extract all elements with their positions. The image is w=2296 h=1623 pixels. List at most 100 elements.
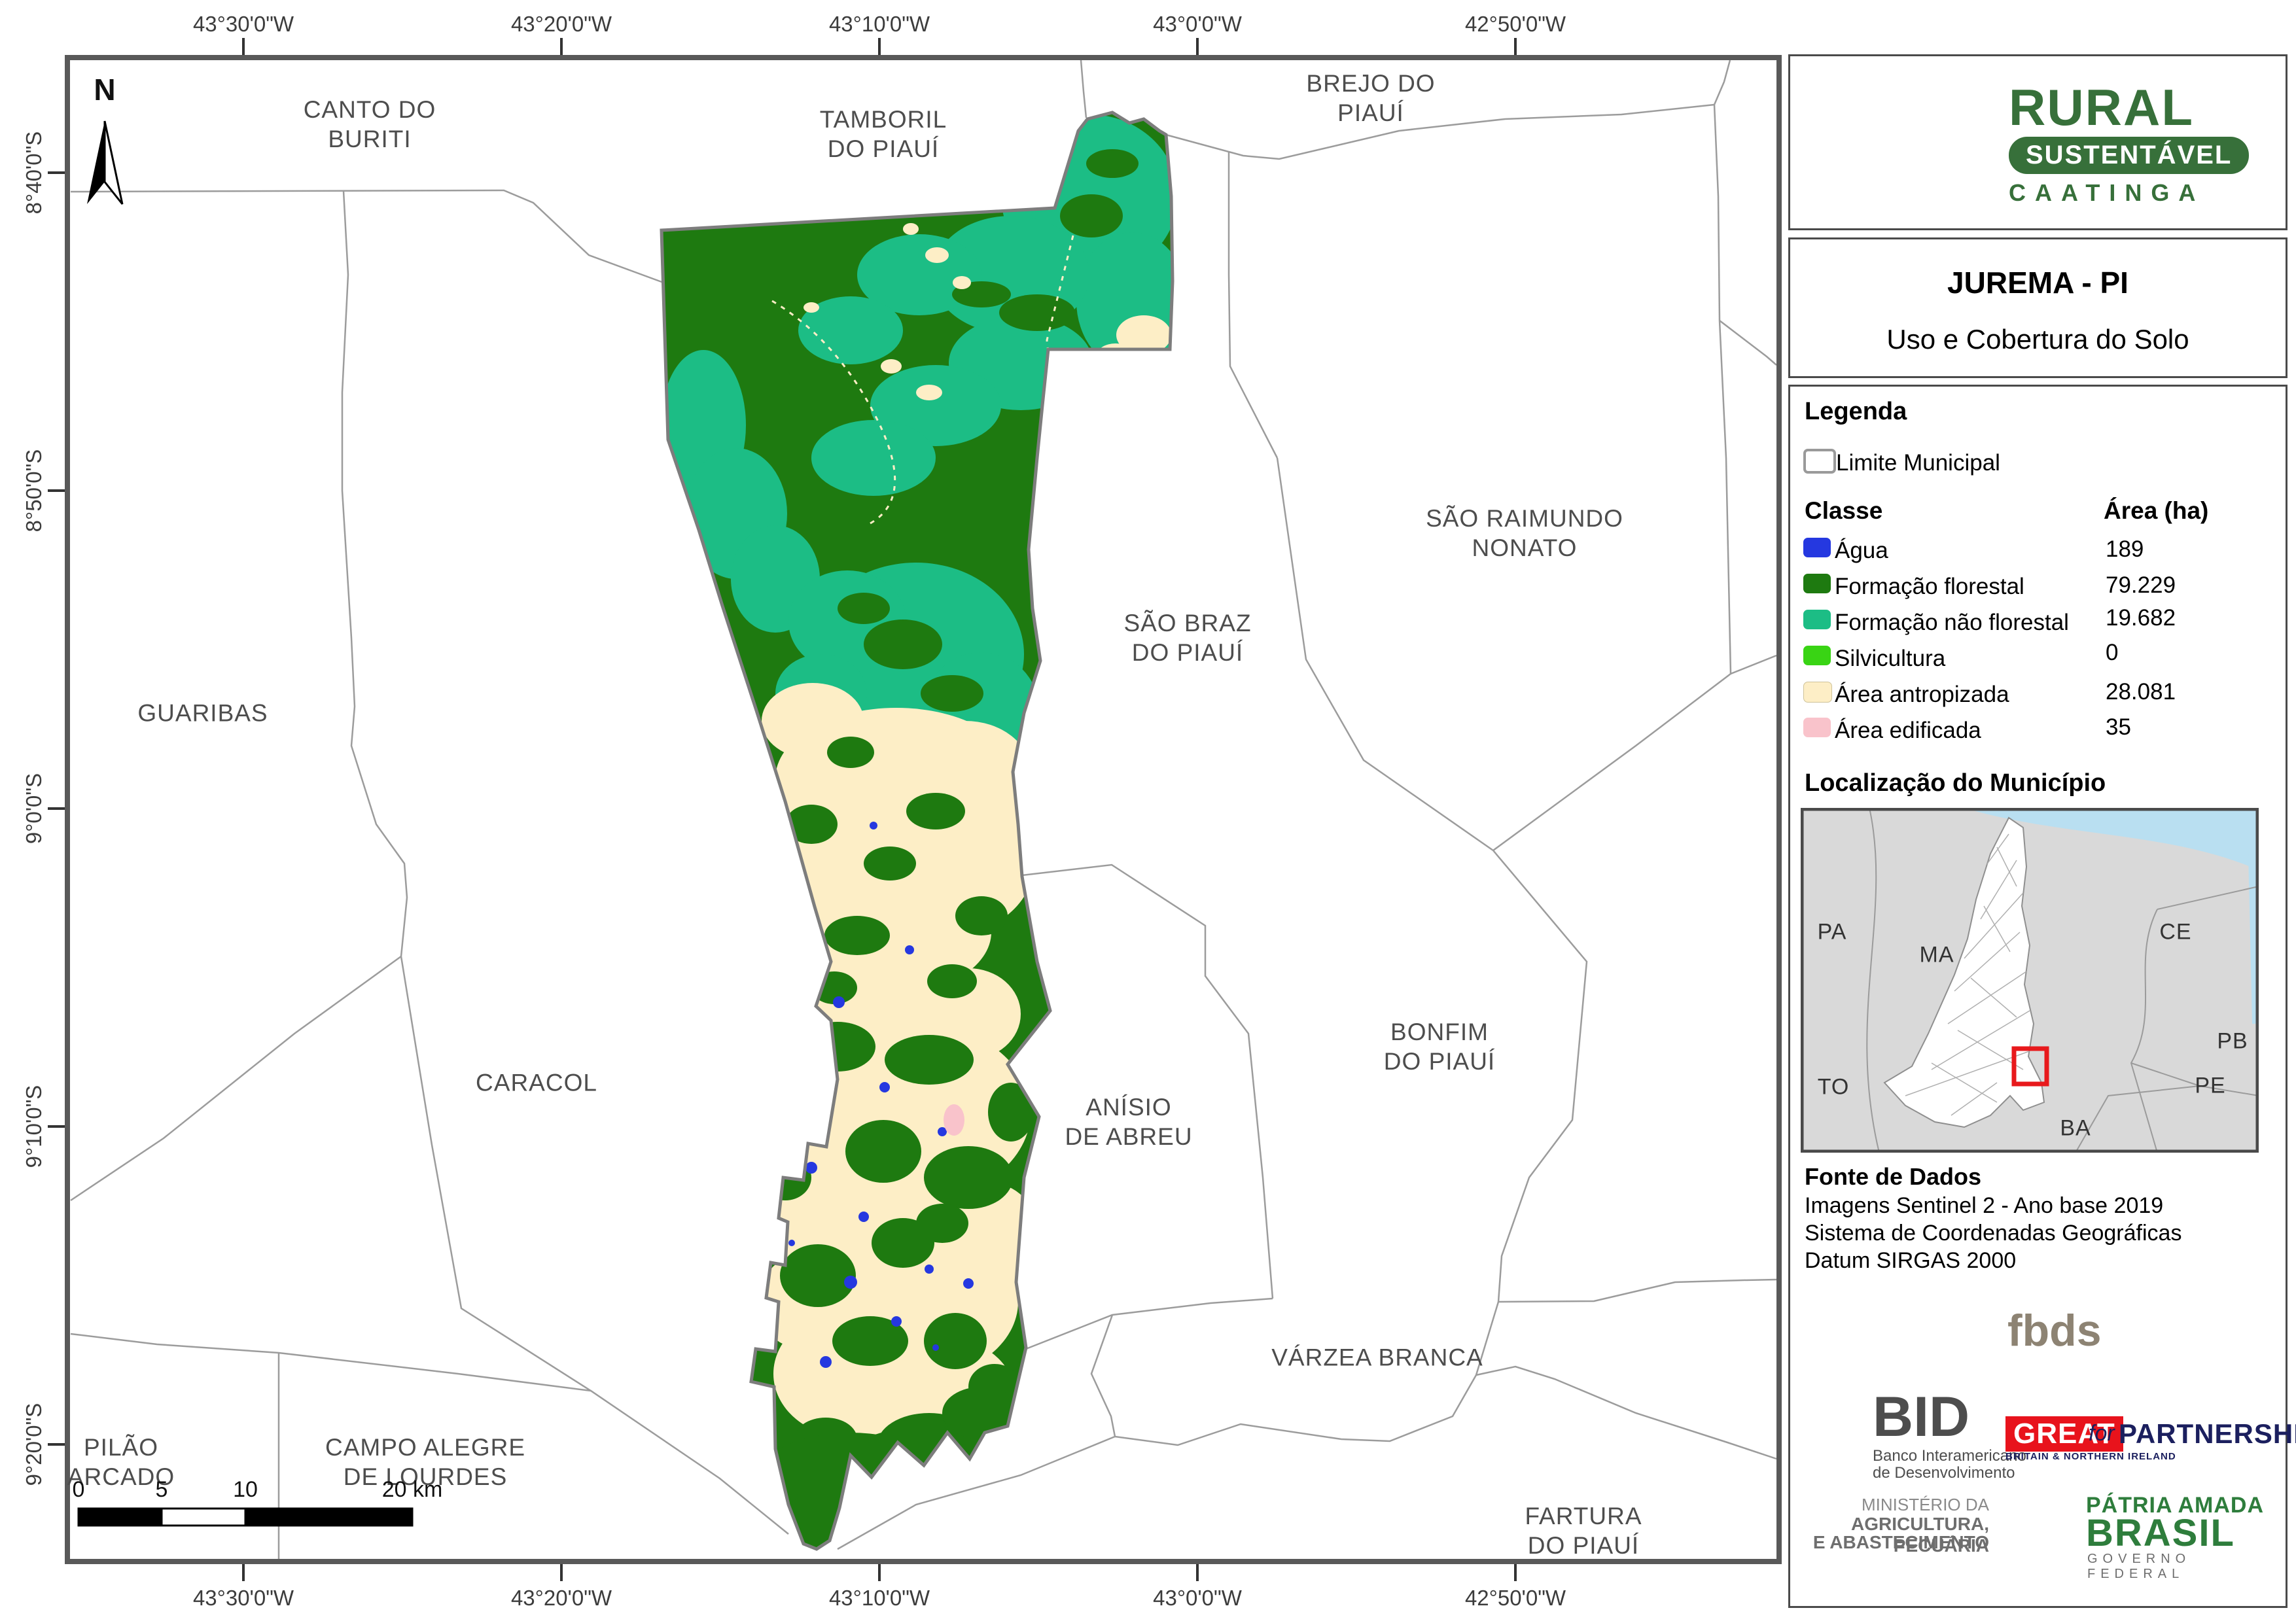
north-arrow-label: N	[94, 73, 116, 107]
great-sub-label: BRITAIN & NORTHERN IRELAND	[2005, 1451, 2176, 1462]
jurema-boundary	[660, 111, 1174, 1551]
lon-tick-label: 43°10'0"W	[828, 12, 930, 36]
graticule-ticks	[48, 38, 1517, 1581]
municipality-label: TAMBORIL DO PIAUÍ	[819, 105, 947, 162]
fonte-line: Imagens Sentinel 2 - Ano base 2019	[1805, 1193, 2164, 1218]
municipality-label: SÃO RAIMUNDO NONATO	[1426, 504, 1623, 561]
municipality-label: ANÍSIO DE ABREU	[1065, 1093, 1193, 1150]
legend-label: Formação não florestal	[1835, 610, 2069, 635]
scale-bar	[77, 1507, 414, 1527]
inset-state-label: CE	[2159, 919, 2192, 945]
great-logo-label: GREAT	[2005, 1416, 2123, 1452]
location-heading: Localização do Município	[1805, 769, 2106, 797]
legend-value: 19.682	[2106, 605, 2176, 631]
inset-state-label: PA	[1817, 919, 1847, 945]
municipality-label: CAMPO ALEGRE DE LOURDES	[325, 1433, 526, 1490]
neighbor-boundaries	[70, 60, 1777, 1559]
fonte-line: Datum SIRGAS 2000	[1805, 1248, 2017, 1273]
fonte-heading: Fonte de Dados	[1805, 1163, 1982, 1190]
legend-swatch-florestal	[1803, 574, 1831, 593]
lat-tick-label: 9°10'0"S	[22, 1085, 46, 1168]
inset-state-label: PB	[2217, 1028, 2248, 1054]
rural-logo-wordmark: RURAL SUSTENTÁVEL CAATINGA	[2009, 79, 2250, 207]
inset-highlight-rect	[2011, 1046, 2049, 1087]
legend-swatch-edificada	[1803, 718, 1831, 737]
legend-value: 79.229	[2106, 572, 2176, 598]
patria-amada-label: PÁTRIA AMADA	[2086, 1493, 2265, 1518]
legend-swatch-antropizada	[1803, 682, 1832, 703]
caatinga-word: CAATINGA	[2009, 179, 2205, 206]
lat-tick-label: 8°40'0"S	[22, 131, 46, 215]
brasil-label: BRASIL	[2086, 1512, 2235, 1554]
lat-tick-label: 9°20'0"S	[22, 1403, 46, 1486]
municipality-label: BONFIM DO PIAUÍ	[1383, 1018, 1496, 1075]
map-frame-border	[65, 55, 1782, 1564]
fbds-logo-label: fbds	[2007, 1306, 2102, 1355]
limite-municipal-swatch	[1803, 449, 1836, 474]
bid-sub-label: de Desenvolvimento	[1873, 1464, 2015, 1482]
scale-label: 20 km	[381, 1477, 443, 1502]
municipality-label: CARACOL	[476, 1069, 597, 1096]
lon-tick-label: 42°50'0"W	[1464, 1586, 1566, 1610]
municipality-label: SÃO BRAZ DO PIAUÍ	[1123, 609, 1252, 666]
legend-swatch-nao-florestal	[1803, 610, 1831, 629]
lon-tick-label: 43°30'0"W	[192, 12, 294, 36]
legend-value: 28.081	[2106, 679, 2176, 705]
legend-label: Área antropizada	[1835, 682, 2009, 707]
municipality-label: GUARIBAS	[137, 699, 268, 727]
north-arrow-icon	[87, 120, 124, 205]
location-inset-map	[1801, 808, 2259, 1153]
ministerio-label: AGRICULTURA, PECUÁRIA	[1850, 1514, 1989, 1556]
inset-state-label: BA	[2060, 1115, 2091, 1141]
lon-tick-label: 43°30'0"W	[192, 1586, 294, 1610]
governo-federal-label: GOVERNO FEDERAL	[2087, 1552, 2191, 1581]
legend-label: Silvicultura	[1835, 646, 1946, 671]
municipality-label: CANTO DO BURITI	[303, 96, 436, 152]
fonte-line: Sistema de Coordenadas Geográficas	[1805, 1221, 2182, 1246]
legend-col-area: Área (ha)	[2104, 497, 2209, 524]
legend-swatch-agua	[1803, 538, 1831, 557]
ministerio-label: MINISTÉRIO DA	[1861, 1495, 1989, 1514]
lon-tick-label: 43°0'0"W	[1153, 1586, 1242, 1610]
lon-tick-label: 43°10'0"W	[828, 1586, 930, 1610]
legend-swatch-silvicultura	[1803, 646, 1831, 665]
scale-label: 10	[233, 1477, 258, 1502]
title-box	[1788, 237, 2287, 378]
municipality-label: PILÃO ARCADO	[67, 1433, 175, 1490]
ministerio-label: E ABASTECIMENTO	[1812, 1532, 1989, 1552]
legend-label: Formação florestal	[1835, 574, 2024, 599]
legend-value: 35	[2106, 714, 2131, 740]
water-dots	[788, 822, 974, 1368]
municipality-label: FARTURA DO PIAUÍ	[1525, 1502, 1642, 1559]
built-area-dot	[944, 1104, 964, 1136]
bid-logo-label: BID	[1873, 1386, 1970, 1448]
lon-tick-label: 43°0'0"W	[1153, 12, 1242, 36]
legend-value: 0	[2106, 640, 2119, 665]
lat-tick-label: 9°0'0"S	[22, 773, 46, 845]
legend-col-classe: Classe	[1805, 497, 1883, 524]
legend-heading: Legenda	[1805, 398, 1907, 425]
rural-word: RURAL	[2009, 79, 2194, 136]
lat-tick-label: 8°50'0"S	[22, 449, 46, 532]
partnership-label: PARTNERSHIP	[2119, 1418, 2296, 1449]
great-for-label: for	[2089, 1421, 2115, 1446]
lon-tick-label: 43°20'0"W	[510, 12, 612, 36]
bid-sub-label: Banco Interamericano	[1873, 1447, 2026, 1465]
map-title: JUREMA - PI	[1947, 266, 2128, 300]
scale-label: 5	[155, 1477, 168, 1502]
inset-state-label: TO	[1817, 1074, 1850, 1100]
lon-tick-label: 43°20'0"W	[510, 1586, 612, 1610]
municipality-label: VÁRZEA BRANCA	[1271, 1344, 1483, 1371]
inset-piaui-shape	[1883, 816, 2045, 1128]
lon-tick-label: 42°50'0"W	[1464, 12, 1566, 36]
legend-label: Água	[1835, 538, 1888, 563]
municipality-label: BREJO DO PIAUÍ	[1306, 69, 1436, 126]
inset-state-label: MA	[1919, 942, 1954, 968]
legend-value: 189	[2106, 536, 2144, 562]
map-subtitle: Uso e Cobertura do Solo	[1886, 324, 2189, 355]
sustentavel-word: SUSTENTÁVEL	[2009, 137, 2250, 174]
scale-label: 0	[72, 1477, 85, 1502]
limite-municipal-label: Limite Municipal	[1836, 450, 2000, 476]
legend-label: Área edificada	[1835, 718, 1981, 743]
inset-state-label: PE	[2195, 1073, 2226, 1098]
